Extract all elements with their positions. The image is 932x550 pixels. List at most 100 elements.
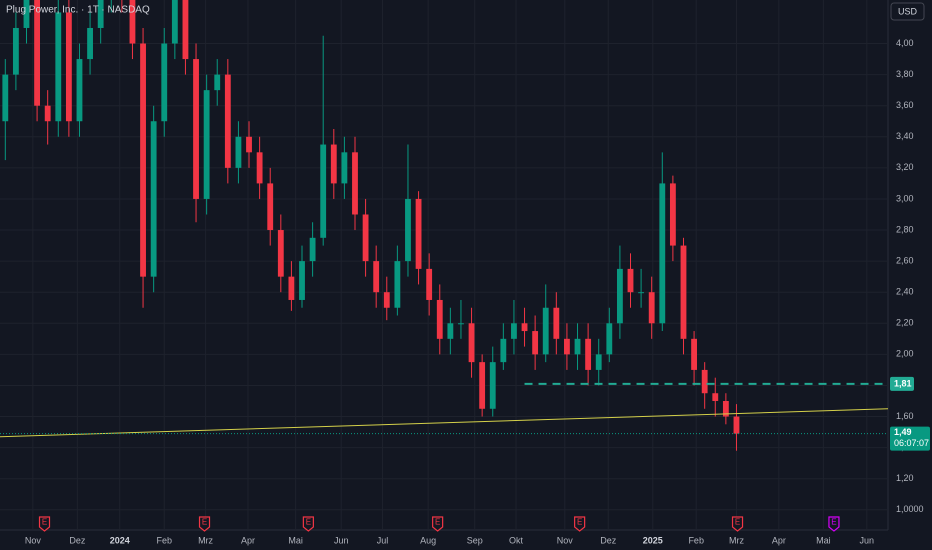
x-tick-label: Apr xyxy=(772,535,786,545)
event-marker[interactable]: E xyxy=(432,516,444,532)
candle-body xyxy=(595,354,602,370)
x-tick-label: Mai xyxy=(816,535,831,545)
event-marker[interactable]: E xyxy=(731,516,744,532)
candle-body xyxy=(65,12,72,122)
y-tick-label: 2,00 xyxy=(896,349,914,359)
candle-body xyxy=(606,323,613,355)
candle-body xyxy=(722,400,729,417)
x-tick-label: Jun xyxy=(860,535,875,545)
candle-body xyxy=(585,338,592,370)
candle-body xyxy=(733,416,740,434)
candle-body xyxy=(2,74,9,122)
candle-body xyxy=(320,144,327,238)
level-label: 1,81 xyxy=(894,378,912,388)
candle-body xyxy=(680,245,687,339)
x-tick-label: Apr xyxy=(241,535,255,545)
y-tick-label: 3,00 xyxy=(896,193,914,203)
candle-body xyxy=(458,323,464,325)
candle-body xyxy=(659,183,666,324)
event-marker[interactable]: E xyxy=(828,516,840,532)
event-icon xyxy=(38,516,51,532)
candle-body xyxy=(362,214,369,262)
candle-body xyxy=(701,369,708,394)
y-tick-label: 3,40 xyxy=(896,131,914,141)
x-tick-label: Jul xyxy=(377,535,389,545)
candle-body xyxy=(267,183,274,231)
event-label[interactable]: E xyxy=(306,518,311,527)
candle-body xyxy=(288,276,295,300)
currency[interactable]: USD xyxy=(898,6,918,16)
candle-body xyxy=(224,74,231,168)
event-icon xyxy=(198,516,211,532)
candle-body xyxy=(521,323,528,332)
event-marker[interactable]: E xyxy=(38,516,51,532)
candle-body xyxy=(171,0,178,44)
candle-body xyxy=(235,136,242,168)
candle-body xyxy=(76,59,83,122)
plot xyxy=(0,0,889,451)
candle-body xyxy=(256,152,263,184)
candle-body xyxy=(638,292,645,294)
candle-body xyxy=(214,74,221,91)
event-icon xyxy=(302,516,314,532)
event-label[interactable]: E xyxy=(735,518,740,527)
candle-body xyxy=(669,183,676,246)
candle-body xyxy=(203,90,210,199)
x-tick-label: Okt xyxy=(509,535,524,545)
candle-body xyxy=(182,0,189,60)
event-icon xyxy=(731,516,744,532)
event-label[interactable]: E xyxy=(831,518,836,527)
candle-body xyxy=(532,331,539,355)
level-label-box xyxy=(890,376,914,391)
x-tick-label: Nov xyxy=(25,535,42,545)
event-marker[interactable]: E xyxy=(198,516,211,532)
event-label[interactable]: E xyxy=(202,518,207,527)
currency-box[interactable] xyxy=(890,2,925,21)
event-icon xyxy=(574,516,586,532)
x-tick-label: Dez xyxy=(69,535,86,545)
candle-body xyxy=(383,292,390,308)
event-label[interactable]: E xyxy=(577,518,582,527)
candle-body xyxy=(712,393,719,401)
x-tick-label: Feb xyxy=(156,535,172,545)
candle-body xyxy=(140,43,146,277)
candle-body xyxy=(479,362,486,409)
candle-body xyxy=(87,27,93,60)
candle-body xyxy=(352,152,358,215)
last-price-label: 1,49 xyxy=(894,427,912,437)
candle-body xyxy=(23,0,30,28)
candle-body xyxy=(161,43,168,122)
candle-body xyxy=(330,144,337,184)
candle-body xyxy=(246,136,252,153)
candle-body xyxy=(12,27,19,75)
y-tick-label: 2,60 xyxy=(896,255,914,265)
countdown: 06:07:07 xyxy=(894,438,929,448)
event-icon xyxy=(828,516,840,532)
candle-body xyxy=(500,338,507,363)
x-tick-label: Mrz xyxy=(198,535,213,545)
last-price-box xyxy=(890,426,930,451)
candle-body xyxy=(564,338,570,355)
event-label[interactable]: E xyxy=(42,518,47,527)
y-tick-label: 3,80 xyxy=(896,69,914,79)
candle-body xyxy=(468,323,475,363)
event-marker[interactable]: E xyxy=(574,516,586,532)
candle-body xyxy=(405,198,411,262)
candle-body xyxy=(426,268,433,300)
grid xyxy=(0,0,888,530)
candle-body xyxy=(574,338,581,355)
candle-body xyxy=(373,261,380,293)
event-label[interactable]: E xyxy=(435,518,440,527)
candle-body xyxy=(553,307,560,339)
candle-body xyxy=(436,299,443,339)
event-marker[interactable]: E xyxy=(302,516,314,532)
candle-body xyxy=(193,59,199,199)
x-tick-label: Feb xyxy=(688,535,704,545)
candle-body xyxy=(277,230,284,277)
trendline xyxy=(0,408,889,438)
chart-title: Plug Power, Inc. · 1T · NASDAQ xyxy=(6,5,150,16)
x-tick-label: Nov xyxy=(557,535,574,545)
